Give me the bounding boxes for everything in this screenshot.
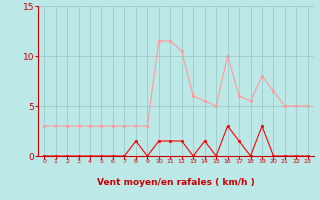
X-axis label: Vent moyen/en rafales ( km/h ): Vent moyen/en rafales ( km/h ) (97, 178, 255, 187)
